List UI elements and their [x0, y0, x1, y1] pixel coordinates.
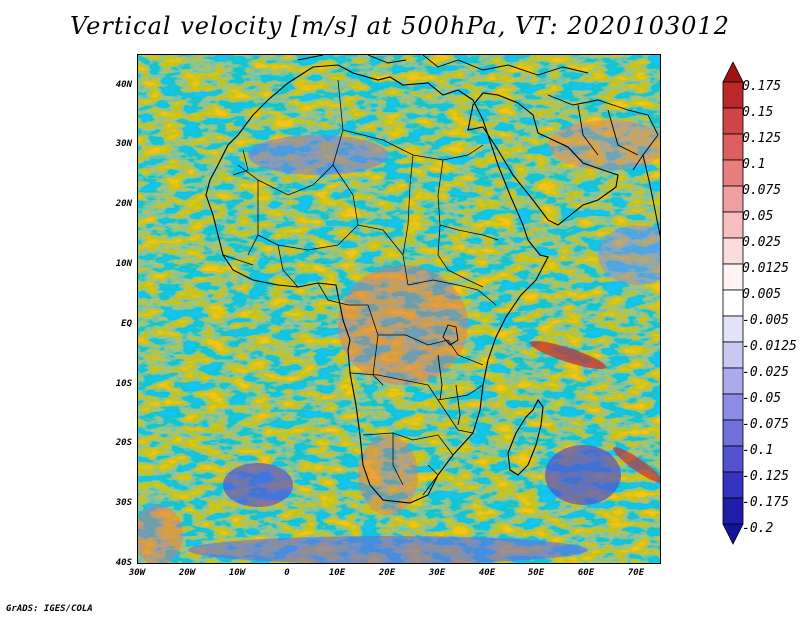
lat-label: 10S [115, 379, 132, 389]
colorbar-swatch [722, 159, 744, 187]
colorbar-label: 0.075 [742, 183, 782, 198]
ascent-band [358, 435, 418, 515]
descent-blob [598, 225, 660, 285]
madagascar-outline [507, 398, 544, 476]
ascent-band [138, 505, 183, 563]
middle-east-borders [547, 94, 659, 171]
colorbar-label: -0.2 [742, 521, 774, 536]
colorbar-swatch [722, 341, 744, 369]
colorbar-label: 0.005 [742, 287, 782, 302]
colorbar-label: 0.125 [742, 131, 782, 146]
colorbar-label: -0.1 [742, 443, 774, 458]
colorbar-swatch [722, 107, 744, 135]
lat-label: 20S [115, 438, 132, 448]
arabia-coastline [467, 92, 619, 226]
descent-blob [188, 536, 588, 563]
colorbar-swatch [722, 497, 744, 525]
colorbar-label: 0.175 [742, 79, 782, 94]
west-africa-borders [222, 149, 299, 288]
colorbar-swatch [722, 445, 744, 473]
colorbar-label: -0.075 [742, 417, 789, 432]
colorbar-swatch [722, 393, 744, 421]
colorbar-label: -0.025 [742, 365, 789, 380]
vertical-velocity-map [138, 55, 660, 563]
colorbar-swatch [722, 471, 744, 499]
great-lakes [437, 324, 461, 426]
lon-label: 70E [627, 568, 645, 578]
colorbar-top-arrow [722, 61, 744, 83]
lon-label: 10E [328, 568, 346, 578]
country-borders [237, 79, 499, 496]
descent-blob [248, 135, 388, 175]
colorbar-label: 0.15 [742, 105, 774, 120]
ascent-band [548, 120, 660, 170]
lon-label: 20W [178, 568, 196, 578]
lat-label: 30N [115, 139, 132, 149]
colorbar-label: -0.005 [742, 313, 789, 328]
colorbar-label: -0.0125 [742, 339, 797, 354]
lon-label: 30E [428, 568, 446, 578]
lat-label: 40S [115, 558, 132, 568]
colorbar-label: 0.05 [742, 209, 774, 224]
descent-blob [223, 463, 293, 507]
ascent-band [529, 340, 607, 370]
lon-label: 10W [228, 568, 246, 578]
colorbar-swatches [722, 61, 744, 545]
lat-label: 20N [115, 199, 132, 209]
colorbar-swatch [722, 133, 744, 161]
colorbar-swatch [722, 211, 744, 239]
colorbar-label: -0.125 [742, 469, 789, 484]
colorbar [722, 61, 744, 562]
colorbar-label: -0.05 [742, 391, 782, 406]
colorbar-label: 0.1 [742, 157, 766, 172]
colorbar-swatch [722, 81, 744, 109]
lat-label: 30S [115, 498, 132, 508]
lat-label: 10N [115, 259, 132, 269]
colorbar-swatch [722, 315, 744, 343]
lon-label: 40E [478, 568, 496, 578]
grads-credit: GrADS: IGES/COLA [6, 604, 93, 614]
ascent-band [338, 265, 468, 385]
india-coastline [642, 154, 660, 238]
colorbar-swatch [722, 263, 744, 291]
europe-coastline [297, 55, 589, 76]
map-panel [137, 54, 661, 564]
chart-title: Vertical velocity [m/s] at 500hPa, VT: 2… [70, 12, 730, 40]
lon-label: 50E [527, 568, 545, 578]
lon-label: 30W [128, 568, 146, 578]
colorbar-bottom-arrow [722, 523, 744, 545]
lon-label: 20E [378, 568, 396, 578]
lat-label: 40N [115, 80, 132, 90]
descent-blob [545, 445, 621, 505]
lon-label: 0 [284, 568, 290, 578]
colorbar-label: 0.025 [742, 235, 782, 250]
colorbar-swatch [722, 367, 744, 395]
colorbar-swatch [722, 289, 744, 317]
colorbar-swatch [722, 419, 744, 447]
ascent-band [613, 447, 660, 483]
colorbar-swatch [722, 185, 744, 213]
lat-label: EQ [121, 319, 132, 329]
africa-coastline [205, 64, 549, 504]
colorbar-swatch [722, 237, 744, 265]
colorbar-label: 0.0125 [742, 261, 789, 276]
colorbar-label: -0.175 [742, 495, 789, 510]
lon-label: 60E [577, 568, 595, 578]
